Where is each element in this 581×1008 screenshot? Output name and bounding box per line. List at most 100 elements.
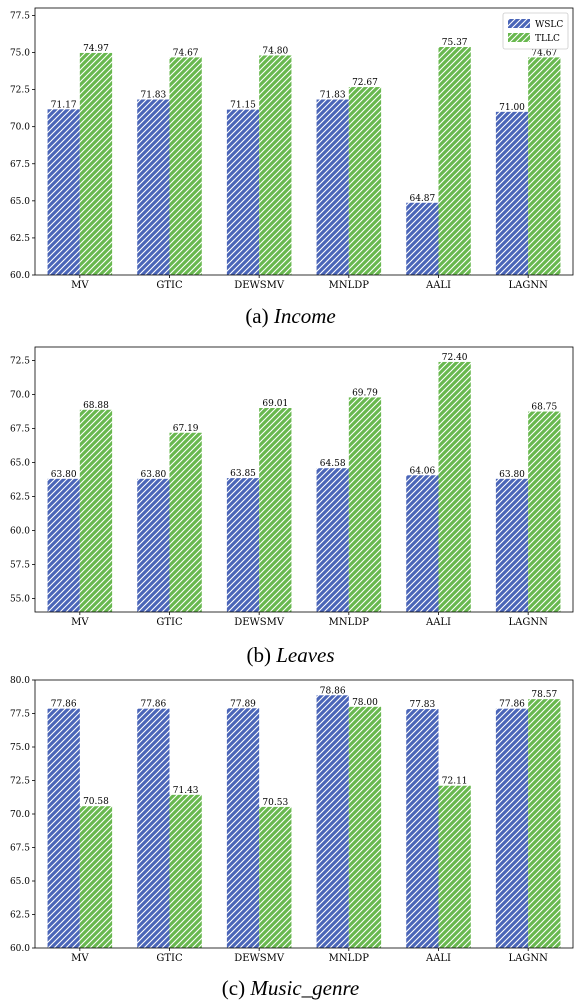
x-tick-label-lagnn: LAGNN — [508, 617, 548, 628]
x-tick-label-mv: MV — [71, 953, 89, 964]
value-label-tllc-dewsmv: 74.80 — [262, 46, 288, 56]
value-label-tllc-lagnn: 74.67 — [531, 48, 557, 58]
caption-name: Income — [273, 304, 336, 328]
bar-tllc-lagnn — [528, 411, 561, 612]
y-tick-label: 72.5 — [10, 777, 30, 787]
value-label-wslc-mnldp: 64.58 — [320, 459, 346, 469]
bar-wslc-aali — [406, 475, 439, 612]
legend-swatch-wslc — [508, 19, 530, 28]
bar-wslc-mv — [47, 109, 80, 275]
chart-panel-income: 71.17 74.97 MV 71.83 74.67 GTIC 71.15 74.80 DEWS… — [10, 7, 574, 291]
value-label-wslc-gtic: 63.80 — [140, 470, 166, 480]
bar-wslc-mv — [47, 708, 80, 948]
value-label-wslc-mv: 77.86 — [51, 700, 77, 710]
x-tick-label-mv: MV — [71, 280, 89, 291]
bar-tllc-dewsmv — [259, 408, 292, 612]
bar-wslc-aali — [406, 709, 439, 948]
bar-tllc-gtic — [169, 794, 202, 948]
x-tick-label-mv: MV — [71, 617, 89, 628]
value-label-wslc-mv: 63.80 — [51, 470, 77, 480]
value-label-wslc-mnldp: 78.86 — [320, 686, 346, 696]
y-tick-label: 70.0 — [10, 123, 30, 133]
bar-wslc-lagnn — [495, 708, 529, 948]
value-label-wslc-dewsmv: 71.15 — [230, 101, 256, 111]
y-tick-label: 70.0 — [10, 810, 30, 820]
value-label-tllc-aali: 72.40 — [442, 353, 468, 363]
legend-swatch-tllc — [508, 33, 530, 42]
y-tick-label: 80.0 — [10, 676, 30, 686]
x-tick-label-gtic: GTIC — [156, 617, 183, 628]
value-label-tllc-mnldp: 72.67 — [352, 78, 378, 88]
x-tick-label-lagnn: LAGNN — [508, 280, 548, 291]
value-label-tllc-mnldp: 78.00 — [352, 698, 378, 708]
bar-tllc-mnldp — [348, 706, 382, 948]
bar-tllc-gtic — [169, 432, 202, 612]
x-tick-label-mnldp: MNLDP — [329, 953, 370, 964]
value-label-tllc-mv: 70.58 — [83, 797, 109, 807]
y-tick-label: 75.0 — [10, 743, 30, 753]
x-tick-label-aali: AALI — [425, 280, 451, 291]
value-label-wslc-gtic: 71.83 — [140, 91, 166, 101]
bar-tllc-mnldp — [348, 87, 382, 275]
y-tick-label: 65.0 — [10, 459, 30, 469]
value-label-wslc-mnldp: 71.83 — [320, 91, 346, 101]
bar-wslc-mnldp — [316, 99, 349, 275]
bar-tllc-dewsmv — [259, 55, 292, 275]
y-tick-label: 75.0 — [10, 49, 30, 59]
value-label-wslc-dewsmv: 63.85 — [230, 469, 256, 479]
caption-label: (b) — [246, 643, 271, 667]
y-tick-label: 67.5 — [10, 425, 30, 435]
y-tick-label: 62.5 — [10, 911, 30, 921]
value-label-tllc-dewsmv: 70.53 — [262, 798, 288, 808]
caption-music-genre: (c) Music_genre — [0, 976, 581, 1001]
bar-tllc-dewsmv — [259, 806, 292, 948]
value-label-wslc-mv: 71.17 — [51, 100, 77, 110]
bar-wslc-aali — [406, 202, 439, 275]
value-label-wslc-aali: 77.83 — [409, 700, 435, 710]
bar-tllc-mv — [79, 409, 113, 612]
bar-tllc-lagnn — [528, 699, 561, 948]
y-tick-label: 77.5 — [10, 710, 30, 720]
y-tick-label: 67.5 — [10, 844, 30, 854]
value-label-wslc-dewsmv: 77.89 — [230, 699, 256, 709]
value-label-tllc-mv: 68.88 — [83, 401, 109, 411]
y-tick-label: 60.0 — [10, 944, 30, 954]
value-label-tllc-gtic: 67.19 — [173, 424, 199, 434]
y-tick-label: 65.0 — [10, 877, 30, 887]
value-label-tllc-lagnn: 78.57 — [531, 690, 557, 700]
value-label-tllc-mnldp: 69.79 — [352, 388, 378, 398]
y-tick-label: 57.5 — [10, 560, 30, 570]
bar-wslc-mnldp — [316, 468, 349, 612]
value-label-wslc-aali: 64.06 — [409, 466, 435, 476]
y-tick-label: 55.0 — [10, 594, 30, 604]
bar-tllc-aali — [438, 785, 471, 948]
bar-wslc-dewsmv — [226, 109, 260, 275]
axes-frame — [34, 346, 574, 613]
y-tick-label: 60.0 — [10, 526, 30, 536]
bar-wslc-lagnn — [495, 478, 529, 612]
x-tick-label-dewsmv: DEWSMV — [234, 953, 285, 964]
bar-tllc-mnldp — [348, 397, 382, 612]
value-label-tllc-aali: 75.37 — [442, 38, 468, 48]
caption-income: (a) Income — [0, 304, 581, 329]
axes-frame — [34, 679, 574, 949]
chart-panel-music-genre: 77.86 70.58 MV 77.86 71.43 GTIC 77.89 70.53 DEWS… — [10, 676, 574, 964]
x-tick-label-dewsmv: DEWSMV — [234, 617, 285, 628]
x-tick-label-mnldp: MNLDP — [329, 617, 370, 628]
x-tick-label-mnldp: MNLDP — [329, 280, 370, 291]
x-tick-label-dewsmv: DEWSMV — [234, 280, 285, 291]
value-label-tllc-dewsmv: 69.01 — [262, 399, 288, 409]
caption-label: (a) — [245, 304, 269, 328]
value-label-tllc-gtic: 71.43 — [173, 786, 199, 796]
legend-label-tllc: TLLC — [535, 34, 560, 44]
bar-tllc-mv — [79, 52, 113, 275]
value-label-wslc-lagnn: 63.80 — [499, 470, 525, 480]
value-label-wslc-aali: 64.87 — [409, 194, 435, 204]
axes-frame — [34, 7, 574, 276]
legend: WSLC TLLC — [502, 12, 569, 50]
x-tick-label-aali: AALI — [425, 953, 451, 964]
bar-wslc-gtic — [137, 99, 170, 275]
caption-leaves: (b) Leaves — [0, 643, 581, 668]
bar-tllc-aali — [438, 47, 471, 276]
